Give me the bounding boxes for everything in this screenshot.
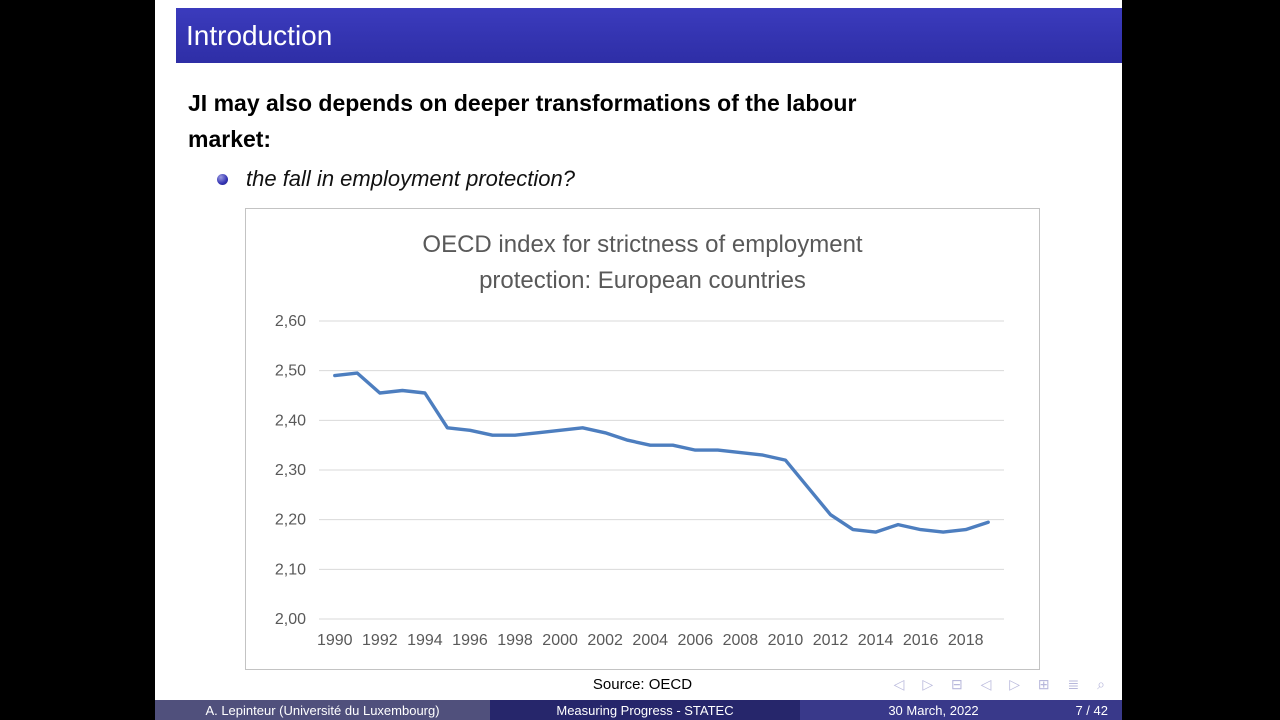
x-tick-label: 1998	[497, 632, 533, 649]
chart-title: OECD index for strictness of employment …	[246, 227, 1039, 299]
y-tick-label: 2,60	[275, 313, 306, 330]
footline-author: A. Lepinteur (Université du Luxembourg)	[155, 700, 490, 720]
x-tick-label: 1992	[362, 632, 398, 649]
chart-panel: OECD index for strictness of employment …	[245, 208, 1040, 670]
x-tick-label: 1990	[317, 632, 353, 649]
y-tick-label: 2,30	[275, 462, 306, 479]
x-tick-label: 1994	[407, 632, 443, 649]
x-tick-label: 2014	[858, 632, 894, 649]
slide-heading-line1: JI may also depends on deeper transforma…	[188, 90, 857, 116]
x-tick-label: 1996	[452, 632, 488, 649]
bullet-ball-icon	[217, 173, 228, 185]
x-tick-label: 2010	[768, 632, 804, 649]
y-tick-label: 2,40	[275, 412, 306, 429]
x-tick-label: 2008	[723, 632, 759, 649]
x-tick-label: 2018	[948, 632, 984, 649]
slide-heading: JI may also depends on deeper transforma…	[188, 86, 1018, 157]
line-chart: 2,60 2,50 2,40 2,30 2,20 2,10 2,00 1990 1992 1994…	[275, 313, 1004, 649]
x-tick-label: 2006	[678, 632, 714, 649]
presentation-slide: Introduction JI may also depends on deep…	[155, 0, 1122, 720]
slide-header-title: Introduction	[186, 19, 333, 51]
bullet-item: the fall in employment protection?	[217, 166, 575, 192]
footline: A. Lepinteur (Université du Luxembourg) …	[155, 700, 1122, 720]
bullet-text: the fall in employment protection?	[246, 166, 575, 191]
footline-date-segment: 30 March, 2022 7 / 42	[800, 700, 1122, 720]
slide-header-bar: Introduction	[176, 8, 1122, 63]
x-tick-label: 2016	[903, 632, 939, 649]
chart-title-line2: protection: European countries	[479, 267, 806, 294]
x-tick-label: 2000	[542, 632, 578, 649]
y-tick-label: 2,50	[275, 363, 306, 380]
y-tick-label: 2,00	[275, 611, 306, 628]
chart-source-note: Source: OECD	[592, 676, 693, 693]
slide-heading-line2: market:	[188, 125, 272, 152]
footline-page-number: 7 / 42	[1075, 702, 1108, 718]
beamer-navigation-symbols[interactable]: ◁ ▷ ⊟ ◁ ▷ ⊞ ≣ ⌕	[893, 676, 1112, 692]
footline-deck-title: Measuring Progress - STATEC	[490, 700, 800, 720]
x-tick-label: 2012	[813, 632, 849, 649]
x-tick-label: 2002	[587, 632, 623, 649]
footline-date: 30 March, 2022	[888, 702, 979, 718]
chart-data-line	[333, 371, 990, 534]
x-tick-label: 2004	[632, 632, 668, 649]
y-tick-label: 2,20	[275, 512, 306, 529]
chart-title-line1: OECD index for strictness of employment	[422, 231, 863, 258]
y-tick-label: 2,10	[275, 561, 306, 578]
